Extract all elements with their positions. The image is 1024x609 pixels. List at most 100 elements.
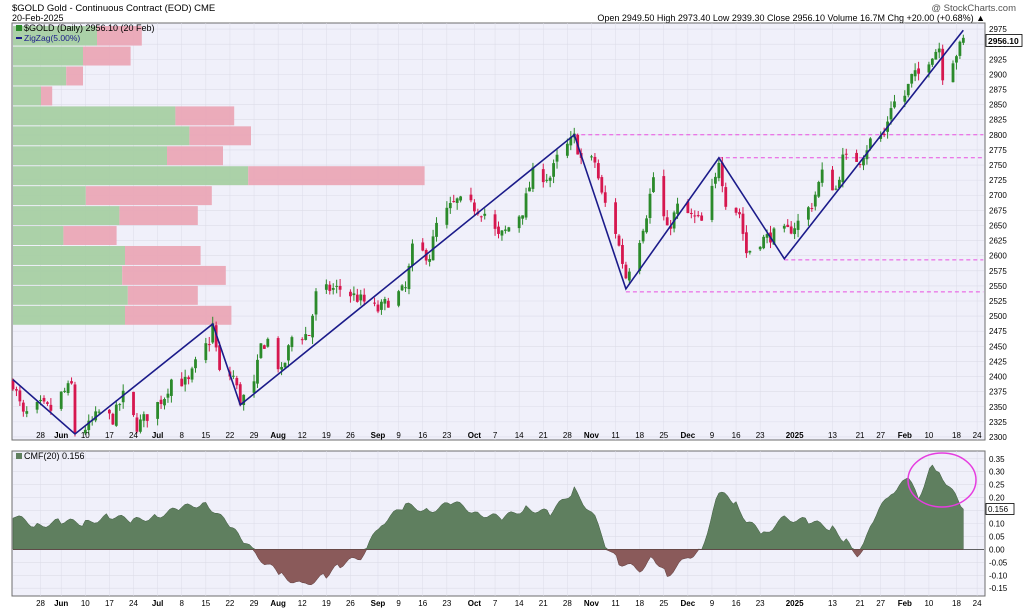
candle-body (314, 291, 318, 315)
candle-body (235, 378, 239, 386)
x-tick-label: 9 (710, 599, 715, 608)
x-tick-label: 16 (732, 431, 741, 440)
candle-body (507, 227, 511, 232)
candle-body (882, 133, 886, 135)
candle-body (280, 366, 283, 370)
vbp-bar-up (13, 226, 64, 246)
cmf-tick-label: 0.35 (989, 455, 1005, 464)
candle-body (858, 163, 862, 165)
candle-body (66, 383, 70, 393)
price-tick-label: 2475 (989, 327, 1007, 336)
x-tick-label: 28 (36, 431, 45, 440)
candle-body (696, 215, 700, 217)
vbp-bar-up (13, 206, 120, 226)
x-tick-label: 23 (756, 599, 765, 608)
candle-body (448, 203, 452, 209)
candle-body (820, 169, 824, 183)
candle-body (758, 246, 762, 250)
x-tick-label: 21 (856, 599, 865, 608)
candle-body (837, 179, 841, 188)
candle-body (70, 381, 73, 384)
candle-body (266, 338, 270, 347)
x-tick-label: Nov (584, 599, 600, 608)
x-tick-label: 26 (346, 431, 355, 440)
candle-body (555, 154, 559, 162)
vbp-bar-down (63, 226, 117, 246)
candle-body (49, 404, 53, 411)
candle-body (765, 234, 769, 238)
candle-body (218, 345, 221, 370)
candle-body (87, 420, 91, 431)
candle-body (421, 242, 425, 251)
candle-body (641, 230, 645, 242)
candle-body (762, 236, 766, 249)
vbp-bar-up (13, 146, 167, 166)
candle-body (621, 245, 624, 264)
vbp-bar-up (13, 46, 83, 66)
x-tick-label: Sep (371, 599, 386, 608)
candle-body (307, 334, 311, 336)
candle-body (841, 154, 845, 183)
cmf-tick-label: -0.10 (989, 571, 1008, 580)
x-axis-price: 28 Jun 10 17 24 Jul 8 15 22 29 Aug 12 19 26 Sep 9 16 23 Oc… (36, 431, 982, 440)
candle-body (927, 64, 931, 73)
x-tick-label: 29 (250, 599, 259, 608)
candle-body (497, 226, 500, 234)
candle-body (63, 390, 67, 392)
price-tick-label: 2550 (989, 282, 1007, 291)
candle-body (961, 37, 965, 43)
x-tick-label: 16 (418, 599, 427, 608)
candle-body (548, 177, 552, 181)
candle-body (745, 232, 748, 254)
candle-body (300, 339, 304, 341)
x-tick-label: 19 (322, 431, 331, 440)
candle-body (435, 222, 438, 237)
x-axis-cmf: 28 Jun 10 17 24 Jul 8 15 22 29 Aug 12 19 26 Sep 9 16 23 Oc… (36, 599, 982, 608)
candle-body (469, 194, 473, 201)
x-tick-label: 18 (952, 431, 961, 440)
candle-body (132, 391, 135, 416)
candle-body (913, 70, 917, 77)
candle-body (73, 384, 77, 434)
price-axis: 2300 2325 2350 2375 2400 2425 2450 2475 2500 2525… (985, 25, 1023, 442)
candle-body (287, 345, 290, 361)
candle-body (910, 73, 914, 84)
price-tick-label: 2425 (989, 357, 1007, 366)
candle-body (108, 409, 111, 414)
candle-body (311, 315, 314, 338)
legend-price: $GOLD (Daily) 2956.10 (20 Feb) (24, 23, 155, 33)
x-tick-label: Feb (898, 431, 912, 440)
candle-body (624, 264, 628, 279)
candle-body (276, 338, 280, 370)
candle-body (665, 217, 669, 226)
x-tick-label: 10 (81, 599, 90, 608)
candle-body (204, 343, 208, 361)
candle-body (903, 95, 907, 102)
candle-body (46, 402, 49, 404)
candle-body (290, 337, 294, 348)
candle-body (686, 201, 690, 214)
x-tick-label: Jul (152, 599, 164, 608)
candle-body (638, 242, 642, 271)
price-tick-label: 2850 (989, 101, 1007, 110)
x-tick-label: 9 (710, 431, 715, 440)
x-tick-label: 9 (396, 431, 401, 440)
candle-body (256, 359, 259, 384)
candle-body (94, 411, 98, 421)
x-tick-label: 7 (493, 599, 498, 608)
candle-body (720, 162, 724, 187)
cmf-value-box (985, 503, 1015, 515)
vbp-bar-down (119, 206, 198, 226)
candle-body (531, 167, 535, 189)
price-tick-label: 2925 (989, 55, 1007, 64)
candle-body (355, 294, 359, 302)
candle-body (59, 391, 63, 409)
x-tick-label: 28 (36, 599, 45, 608)
candle-body (238, 384, 242, 405)
candle-body (748, 250, 752, 253)
x-tick-label: 24 (973, 599, 982, 608)
candle-body (503, 229, 507, 231)
vbp-bar-down (189, 126, 251, 146)
vbp-bar-down (97, 26, 142, 46)
candle-body (114, 404, 118, 426)
